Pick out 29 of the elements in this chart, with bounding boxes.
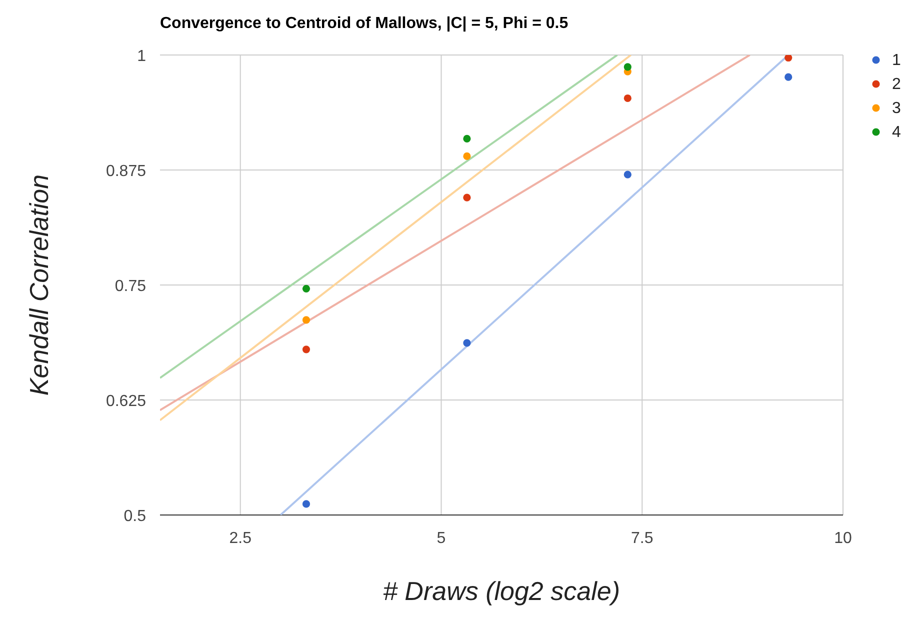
point <box>624 94 632 102</box>
legend-label: 4 <box>892 124 901 141</box>
x-tick-label: 5 <box>436 530 446 547</box>
legend-label: 3 <box>892 100 901 117</box>
point <box>784 55 792 62</box>
point <box>624 170 632 178</box>
point <box>463 194 471 202</box>
y-tick-label: 1 <box>137 48 146 65</box>
y-tick-label: 0.75 <box>114 278 146 295</box>
x-tick-label: 10 <box>834 530 852 547</box>
point <box>463 339 471 347</box>
x-tick-label: 2.5 <box>229 530 252 547</box>
x-axis-title: # Draws (log2 scale) <box>383 576 620 606</box>
point <box>624 63 632 71</box>
legend-label: 1 <box>892 52 901 69</box>
point <box>463 152 471 160</box>
y-tick-label: 0.875 <box>106 163 146 180</box>
y-tick-label: 0.5 <box>124 508 146 525</box>
point <box>784 73 792 81</box>
point <box>302 346 310 354</box>
legend-label: 2 <box>892 76 901 93</box>
y-tick-label: 0.625 <box>106 393 146 410</box>
point <box>302 500 310 508</box>
point <box>463 134 471 143</box>
chart-title: Convergence to Centroid of Mallows, |C| = 5, Phi = 0.5 <box>160 15 568 32</box>
point <box>302 284 310 292</box>
x-tick-label: 7.5 <box>630 530 654 547</box>
y-axis-title: Kendall Correlation <box>24 174 54 396</box>
point <box>302 316 310 324</box>
